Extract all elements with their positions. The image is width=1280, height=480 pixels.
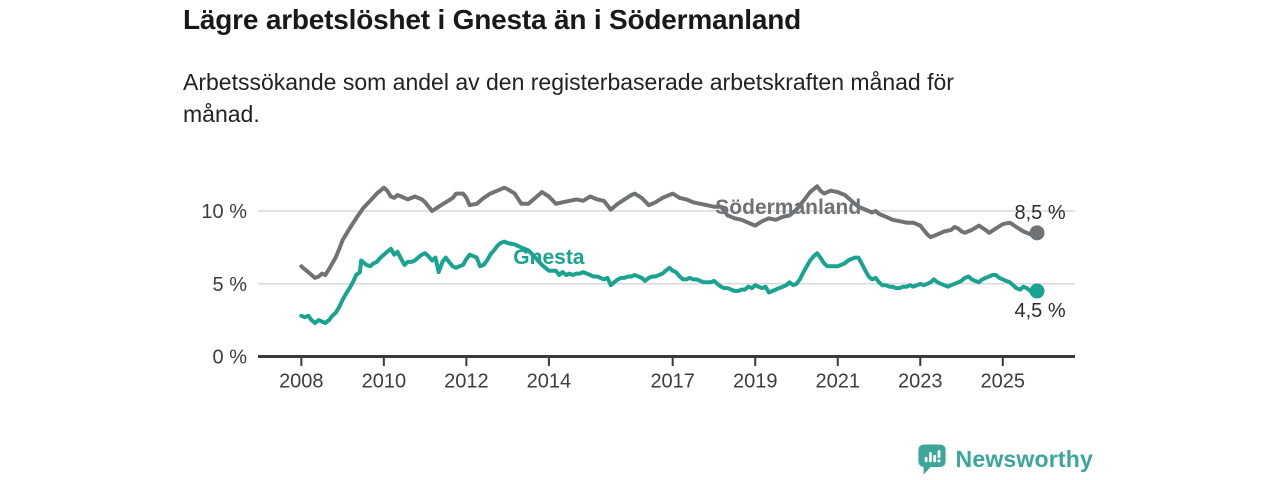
x-tick-label: 2017 xyxy=(650,371,695,393)
chart-subtitle: Arbetssökande som andel av den registerb… xyxy=(183,66,954,130)
x-tick-label: 2014 xyxy=(527,371,572,393)
series-line-gnesta xyxy=(299,239,1039,325)
chart-subtitle-line2: månad. xyxy=(183,101,260,127)
series-label-gnesta: Gnesta xyxy=(513,246,585,269)
x-tick-label: 2023 xyxy=(898,371,943,393)
page-title: Lägre arbetslöshet i Gnesta än i Söderma… xyxy=(183,4,802,35)
x-tick-label: 2010 xyxy=(362,371,407,393)
newsworthy-logo-icon xyxy=(917,444,946,475)
series-label-sodermanland: Södermanland xyxy=(715,196,861,219)
series-end-value-gnesta: 4,5 % xyxy=(1014,300,1065,322)
series-end-value-sodermanland: 8,5 % xyxy=(1014,202,1065,224)
x-tick-label: 2012 xyxy=(444,371,489,393)
y-tick-label: 5 % xyxy=(213,274,248,296)
bar-chart-glyph xyxy=(924,450,941,463)
chart-subtitle-line1: Arbetssökande som andel av den registerb… xyxy=(183,69,954,95)
x-tick-label: 2008 xyxy=(279,371,324,393)
newsworthy-logo: Newsworthy xyxy=(917,443,1093,476)
x-tick-label: 2021 xyxy=(815,371,860,393)
newsworthy-logo-text: Newsworthy xyxy=(955,446,1093,472)
y-tick-label: 10 % xyxy=(201,201,247,223)
x-tick-label: 2025 xyxy=(981,371,1026,393)
speech-bubble-shape xyxy=(917,444,946,475)
x-tick-label: 2019 xyxy=(733,371,778,393)
series-end-dot-sodermanland xyxy=(1029,225,1045,241)
y-tick-label: 0 % xyxy=(213,347,248,369)
series-end-dot-gnesta xyxy=(1029,283,1045,299)
series-line-sodermanland xyxy=(299,184,1039,280)
